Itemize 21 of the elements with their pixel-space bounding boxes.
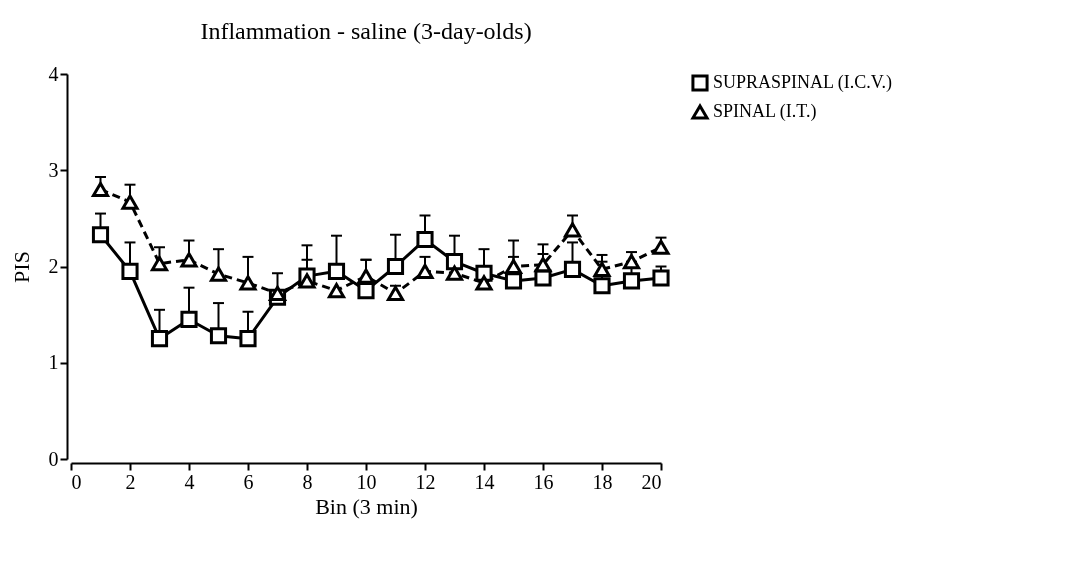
x-tick-label: 18 [592, 470, 613, 493]
x-tick-label: 2 [125, 470, 136, 493]
x-tick-label: 6 [243, 470, 254, 493]
x-tick-label: 14 [474, 470, 495, 493]
legend-label: SPINAL (I.T.) [713, 101, 817, 122]
x-tick-label: 16 [533, 470, 554, 493]
y-tick-label: 1 [48, 351, 59, 374]
x-tick-label: 10 [356, 470, 377, 493]
y-tick-label: 0 [48, 447, 59, 470]
x-tick-label: 4 [184, 470, 195, 493]
x-axis-title: Bin (3 min) [315, 493, 418, 519]
y-tick-label: 4 [48, 62, 59, 85]
x-tick-label: 0 [71, 470, 82, 493]
y-tick-label: 3 [48, 158, 59, 181]
y-tick-label: 2 [48, 255, 59, 277]
x-tick-label: 12 [415, 470, 436, 493]
chart-title: Inflammation - saline (3-day-olds) [200, 18, 532, 44]
legend-label: SUPRASPINAL (I.C.V.) [713, 72, 893, 93]
x-tick-label: 20 [641, 470, 662, 493]
x-tick-label: 8 [302, 470, 313, 493]
y-axis-title: PIS [8, 251, 34, 283]
